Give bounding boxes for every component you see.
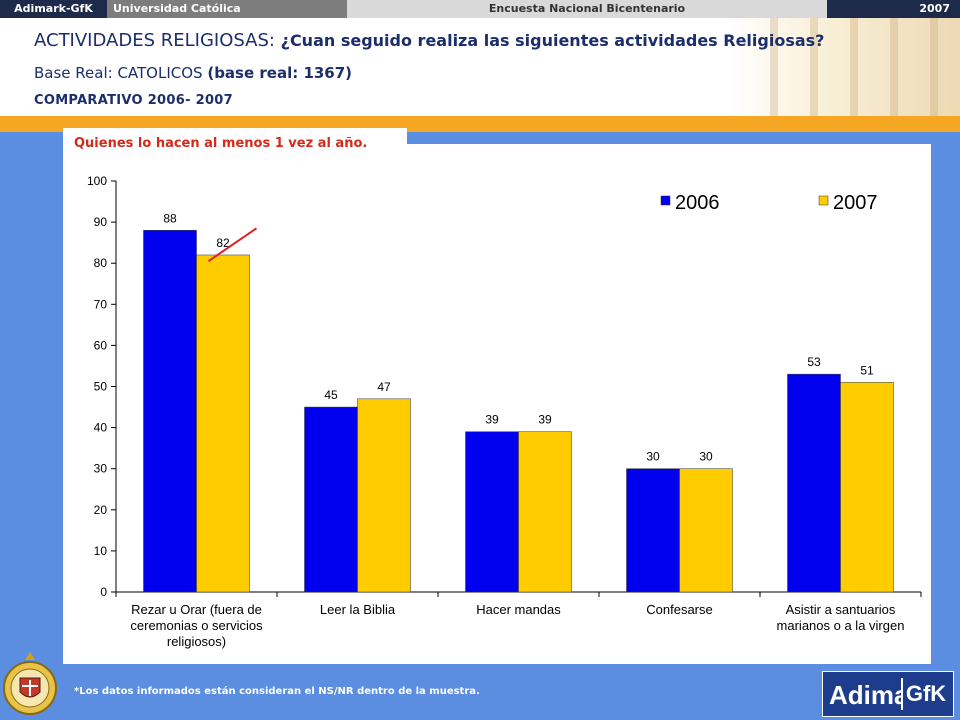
y-tick-label: 30 (94, 462, 108, 476)
data-label: 88 (163, 211, 177, 225)
y-tick-label: 0 (100, 585, 107, 599)
data-label: 53 (807, 355, 821, 369)
category-label: Leer la Biblia (320, 602, 396, 617)
building-image (730, 18, 960, 116)
category-label: Rezar u Orar (fuera de (131, 602, 262, 617)
legend-label-2007: 2007 (833, 192, 878, 214)
university-label: Universidad Católica (107, 0, 347, 18)
bar-2006 (626, 468, 680, 593)
title-main: ACTIVIDADES RELIGIOSAS: (34, 30, 281, 51)
data-label: 82 (216, 236, 230, 250)
category-label: Asistir a santuarios (786, 602, 896, 617)
category-label: ceremonias o servicios (130, 618, 263, 633)
category-label: Hacer mandas (476, 602, 561, 617)
bar-2007 (840, 382, 894, 593)
bar-2007 (518, 431, 572, 593)
bar-2007 (196, 254, 250, 593)
category-label: marianos o a la virgen (777, 618, 905, 633)
y-tick-label: 10 (94, 544, 108, 558)
y-tick-label: 70 (94, 297, 108, 311)
y-tick-label: 20 (94, 503, 108, 517)
bar-2006 (143, 230, 197, 593)
footnote: *Los datos informados están consideran e… (74, 686, 480, 697)
page-title: ACTIVIDADES RELIGIOSAS: ¿Cuan seguido re… (34, 30, 824, 51)
chart-panel: 0 10 20 30 40 50 60 70 80 90 100 88 82 Rezar u Orar (… (63, 144, 931, 664)
adimark-gfk-logo: Adimark GfK (822, 671, 954, 717)
brand-label: Adimark-GfK (0, 0, 107, 18)
bar-2006 (465, 431, 519, 593)
data-label: 51 (860, 363, 874, 377)
title-question: ¿Cuan seguido realiza las siguientes act… (280, 31, 825, 50)
bar-2006 (304, 406, 358, 593)
legend-label-2006: 2006 (675, 192, 720, 214)
header: ACTIVIDADES RELIGIOSAS: ¿Cuan seguido re… (0, 18, 960, 116)
category-label: Confesarse (646, 602, 712, 617)
bar-2007 (357, 398, 411, 593)
base-prefix: Base Real: CATOLICOS (34, 64, 208, 82)
decline-marker-line (207, 227, 258, 262)
category-label: religiosos) (167, 634, 226, 649)
y-tick-label: 100 (87, 174, 107, 188)
data-label: 39 (485, 413, 499, 427)
data-label: 30 (699, 450, 713, 464)
survey-label: Encuesta Nacional Bicentenario (347, 0, 827, 18)
data-label: 30 (646, 450, 660, 464)
y-tick-label: 80 (94, 256, 108, 270)
bar-2007 (679, 468, 733, 593)
y-tick-label: 90 (94, 215, 108, 229)
university-seal-icon (3, 652, 57, 715)
bar-2006 (787, 373, 841, 593)
data-label: 45 (324, 388, 338, 402)
data-label: 39 (538, 413, 552, 427)
panel-tag: Quienes lo hacen al menos 1 vez al año. (63, 128, 407, 156)
base-count: (base real: 1367) (207, 64, 353, 82)
logo-gfk: GfK (901, 678, 949, 710)
y-tick-label: 50 (94, 380, 108, 394)
legend-swatch-2006 (660, 195, 671, 206)
bar-chart: 0 10 20 30 40 50 60 70 80 90 100 88 82 Rezar u Orar (… (87, 174, 922, 649)
y-tick-label: 60 (94, 338, 108, 352)
data-label: 47 (377, 380, 391, 394)
y-tick-label: 40 (94, 421, 108, 435)
comparative-label: COMPARATIVO 2006- 2007 (34, 93, 233, 108)
top-bar: Adimark-GfK Universidad Católica Encuest… (0, 0, 960, 18)
base-line: Base Real: CATOLICOS (base real: 1367) (34, 64, 352, 82)
legend-swatch-2007 (818, 195, 829, 206)
year-label: 2007 (827, 0, 960, 18)
